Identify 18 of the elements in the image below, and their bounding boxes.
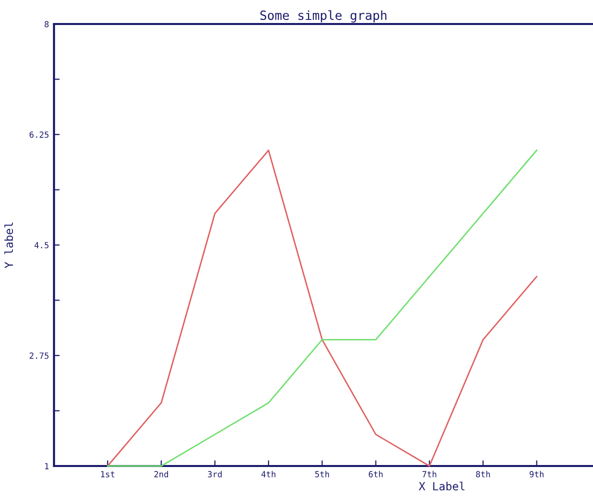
y-tick-label: 2.75 <box>30 352 48 359</box>
y-tick-label: 4.5 <box>34 242 48 248</box>
x-tick-label: 8th <box>476 470 490 478</box>
y-axis-title: Y label <box>4 222 14 268</box>
x-tick-label: 3rd <box>208 470 222 478</box>
x-tick-label: 5th <box>315 470 329 478</box>
y-tick-label: 8 <box>44 21 49 28</box>
x-axis-title: X Label <box>418 482 464 490</box>
x-tick-label: 2nd <box>154 470 168 478</box>
y-tick-label: 6.25 <box>30 132 48 138</box>
x-tick-label: 6th <box>368 470 383 478</box>
line-series <box>106 150 538 467</box>
x-tick-label: 7th <box>422 470 436 478</box>
chart-title: Some simple graph <box>260 10 386 23</box>
x-tick-label: 4th <box>261 470 276 478</box>
x-tick-label: 9th <box>530 470 544 478</box>
y-tick-label: 1 <box>45 463 49 470</box>
x-tick-label: 1st <box>101 471 114 478</box>
